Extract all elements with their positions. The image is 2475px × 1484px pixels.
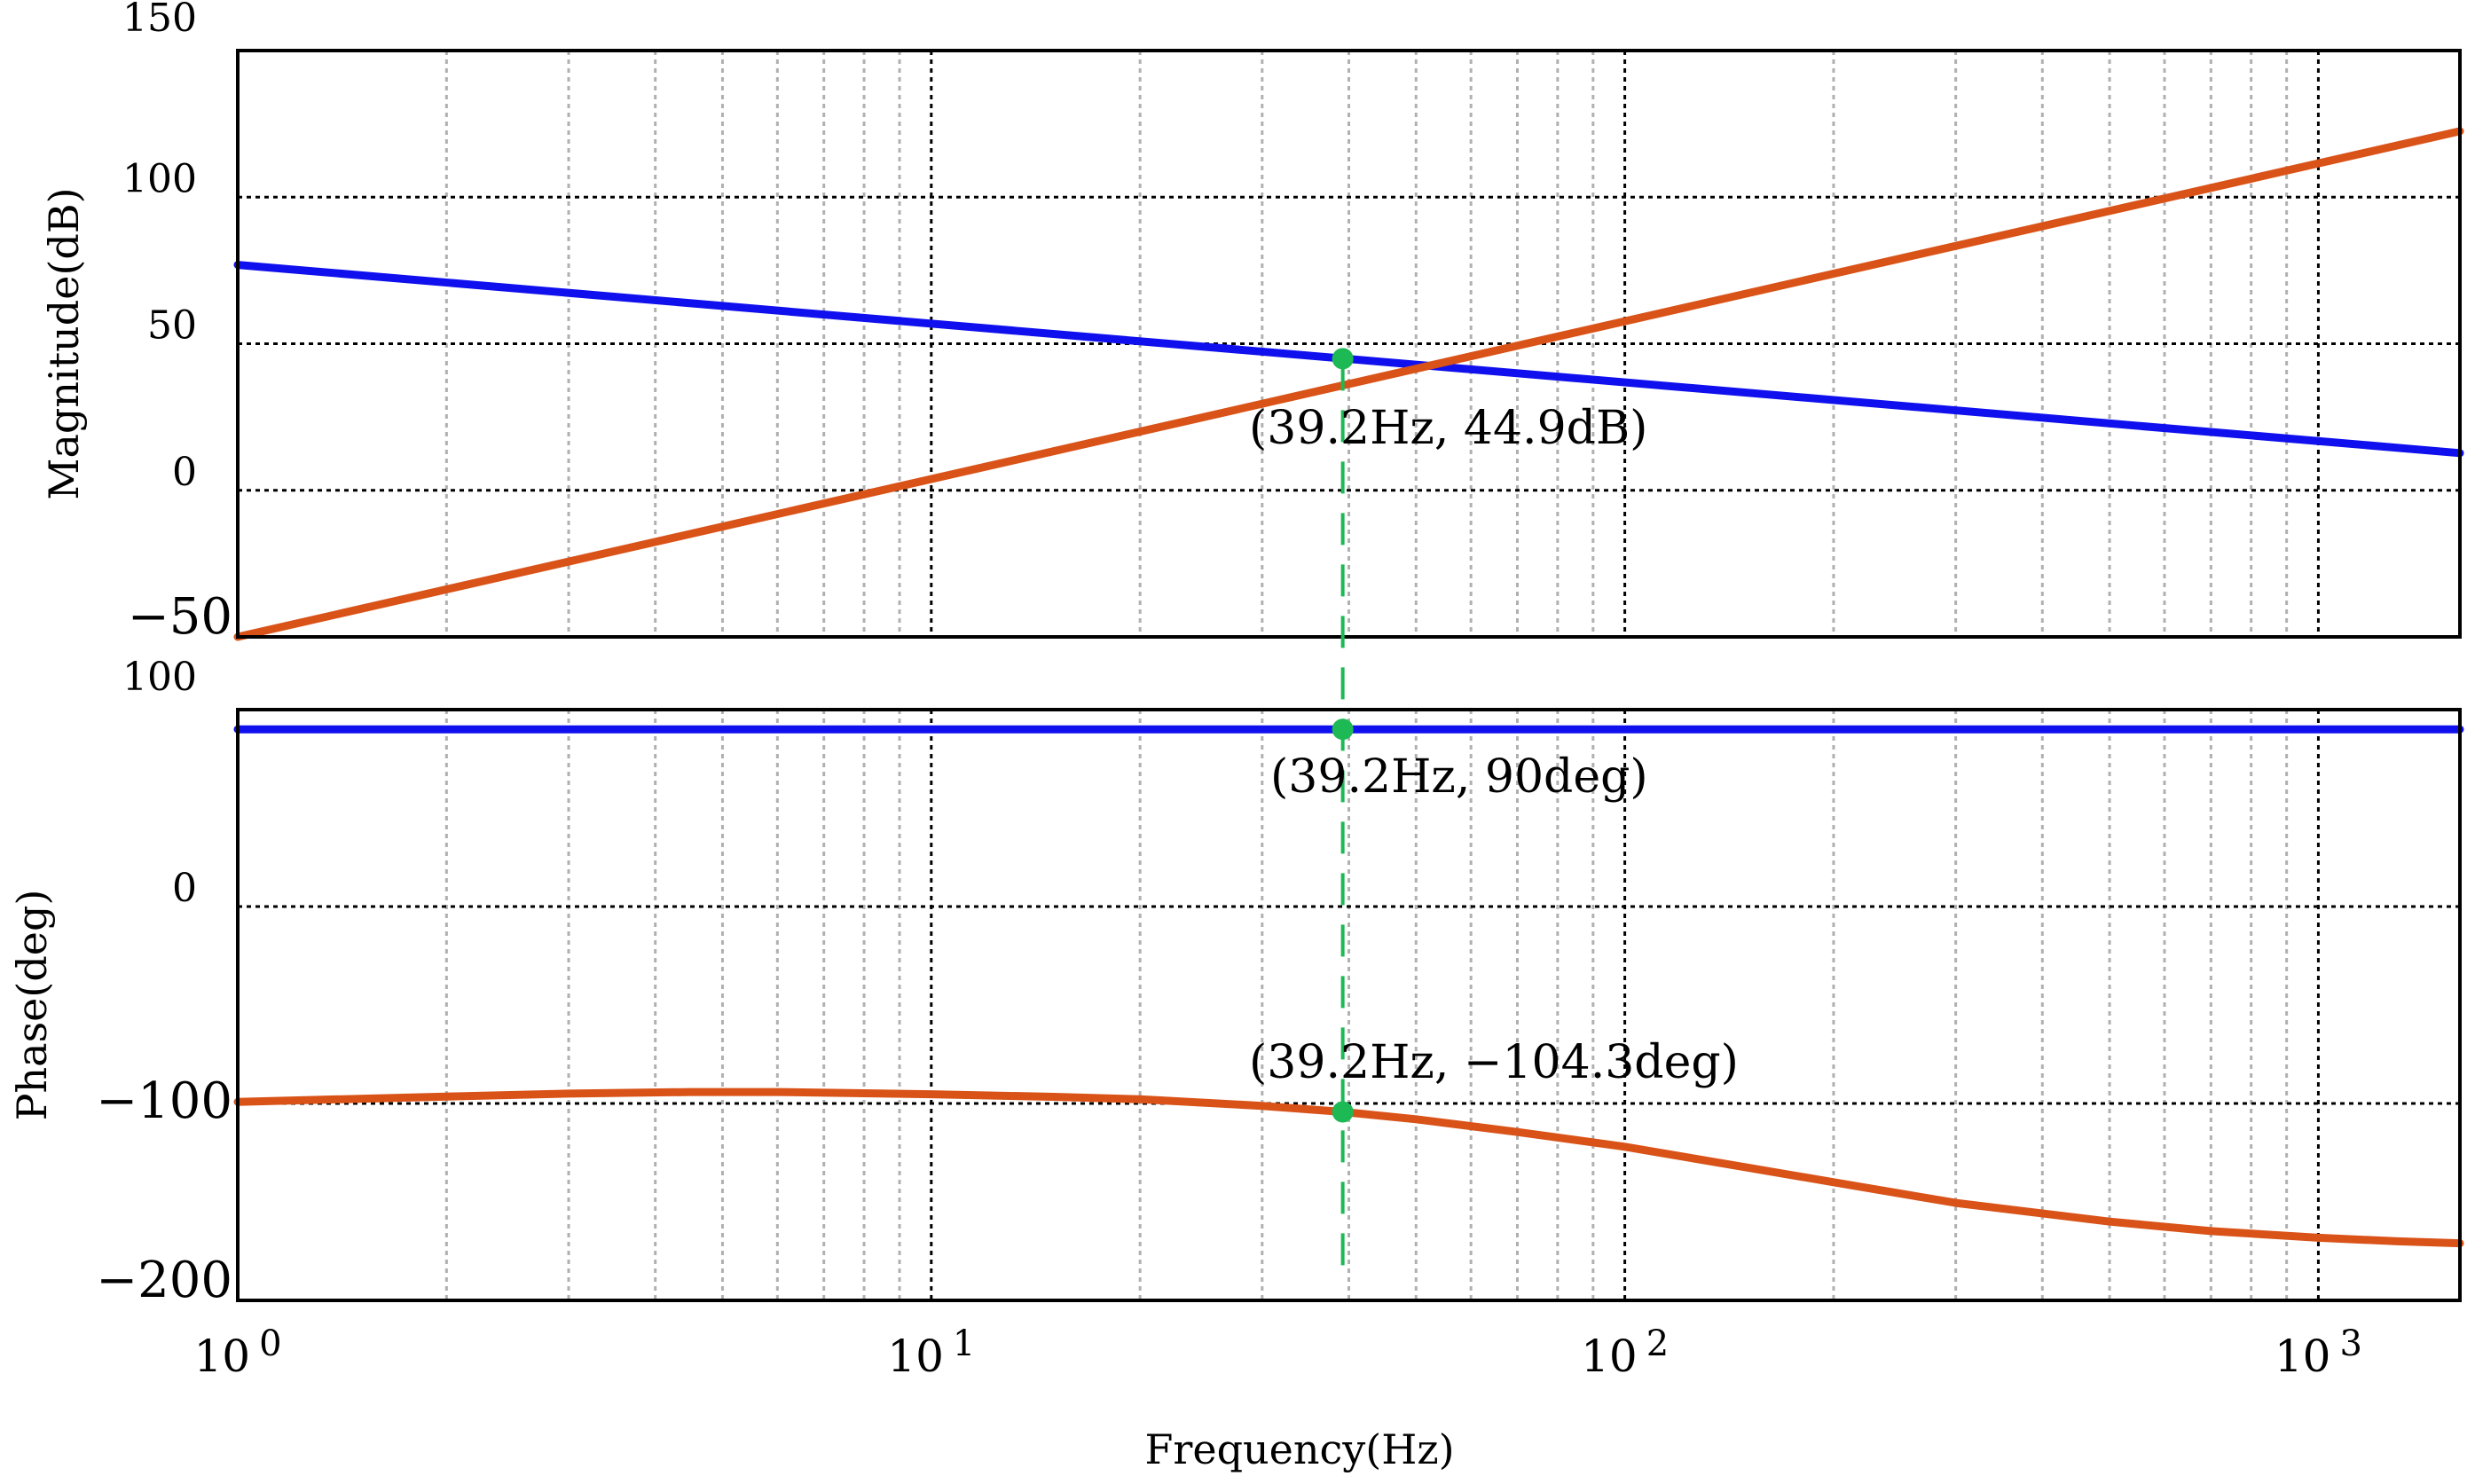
phase-curve-plant	[233, 1087, 2464, 1248]
phase-controller-annotation: (39.2Hz, 90deg)	[1270, 750, 1648, 804]
mag-curve-plant	[233, 127, 2464, 641]
mag-ylabel: Magnitude(dB)	[40, 187, 88, 499]
phase-controller-marker	[1332, 718, 1354, 741]
mag-ytick-label: 50	[147, 303, 197, 349]
mag-ytick-label: −50	[128, 588, 232, 646]
phase-ytick-label: 0	[172, 866, 197, 911]
phase-ylabel: Phase(deg)	[8, 890, 56, 1121]
magnitude-panel	[233, 49, 2464, 641]
phase-ytick-label: −200	[96, 1252, 232, 1309]
phase-ytick-label: −100	[96, 1072, 232, 1130]
phase-frame	[236, 708, 2462, 1302]
phase-plant-marker	[1332, 1101, 1354, 1123]
mag-ytick-label: 100	[122, 156, 197, 201]
xtick-label: 10 3	[2275, 1323, 2362, 1382]
xtick-label: 10 1	[887, 1323, 975, 1382]
phase-plant-annotation: (39.2Hz, −104.3deg)	[1249, 1036, 1739, 1089]
x-axis-label: Frequency(Hz)	[1144, 1425, 1454, 1473]
mag-crossover-annotation: (39.2Hz, 44.9dB)	[1249, 402, 1647, 455]
xtick-label: 10 2	[1581, 1323, 1669, 1382]
phase-ytick-label: 100	[122, 655, 197, 700]
label-layer: −50 0 50 100 150 Magnitude(dB) −200 −100 0 100 Pha…	[8, 0, 2362, 1473]
mag-frame	[236, 49, 2462, 639]
mag-ytick-label: 0	[172, 450, 197, 495]
mag-crossover-marker	[1332, 348, 1354, 370]
marker-layer	[1332, 348, 1354, 1277]
mag-ytick-label: 150	[122, 0, 197, 41]
xtick-label: 10 0	[193, 1323, 281, 1382]
